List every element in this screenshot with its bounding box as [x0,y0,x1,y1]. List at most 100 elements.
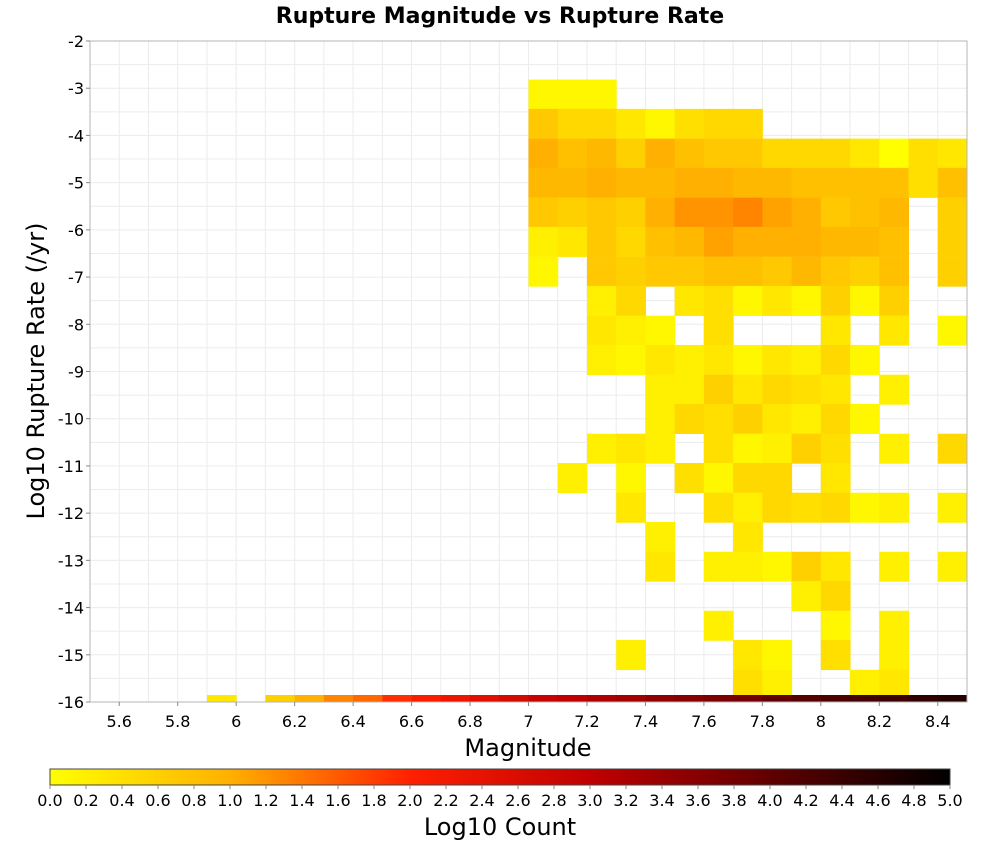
heatmap-cell [937,315,968,346]
y-tick-label: -3 [68,79,84,98]
heatmap-cell [703,138,734,169]
heatmap-cell [703,433,734,464]
heatmap-cell [645,108,676,139]
heatmap-cell [586,344,617,375]
x-tick-label: 5.8 [165,712,190,731]
heatmap-cell [850,167,880,198]
heatmap-cell [733,374,763,405]
heatmap-cell [645,433,676,464]
heatmap-cell [762,374,793,405]
heatmap-cell [557,108,588,139]
heatmap-cell [762,226,793,257]
heatmap-cell [820,138,851,169]
heatmap-cell [586,315,617,346]
heatmap-cell [879,197,910,228]
heatmap-cell [294,695,325,702]
colorbar-tick-label: 2.2 [433,791,458,810]
heatmap-cell [879,315,910,346]
colorbar-tick-label: 1.0 [217,791,242,810]
heatmap-cell [850,344,880,375]
heatmap-cell [937,256,968,287]
heatmap-cell [206,695,237,702]
heatmap-cell [762,197,793,228]
heatmap-cell [879,256,910,287]
heatmap-cell [791,433,822,464]
x-axis-label: Magnitude [464,734,591,762]
x-tick-label: 7 [523,712,533,731]
heatmap-cell [850,492,880,523]
heatmap-cell [586,197,617,228]
heatmap-cell [879,669,910,700]
x-tick-label: 7.2 [574,712,599,731]
colorbar-tick-label: 3.4 [649,791,674,810]
y-tick-label: -13 [58,551,84,570]
heatmap-cell [528,138,559,169]
heatmap-cell [703,551,734,582]
heatmap-cell [820,315,851,346]
heatmap-cell [791,138,822,169]
heatmap-cell [440,695,471,702]
heatmap-cell [703,403,734,434]
heatmap-cell [879,640,910,671]
heatmap-cell [616,344,646,375]
y-tick-label: -2 [68,32,84,51]
heatmap-cell [879,285,910,316]
x-tick-label: 5.6 [107,712,132,731]
heatmap-cell [645,695,676,702]
colorbar-tick-label: 4.2 [793,791,818,810]
x-tick-label: 6.6 [399,712,424,731]
heatmap-cell [791,695,822,702]
heatmap-cell [820,640,851,671]
colorbar-tick-label: 4.6 [865,791,890,810]
heatmap-cell [470,695,500,702]
heatmap-cell [616,315,646,346]
heatmap-cell [850,695,880,702]
x-tick-label: 6.2 [282,712,307,731]
heatmap-cell [616,197,646,228]
heatmap-cell [674,197,705,228]
heatmap-cell [674,374,705,405]
heatmap-cell [616,167,646,198]
heatmap-cell [762,138,793,169]
heatmap-cell [762,492,793,523]
heatmap-cell [528,108,559,139]
heatmap-cell [703,695,734,702]
heatmap-cell [411,695,442,702]
heatmap-cell [528,79,559,110]
x-tick-label: 7.4 [633,712,658,731]
colorbar-tick-label: 4.8 [901,791,926,810]
heatmap-cell [791,492,822,523]
heatmap-cell [879,551,910,582]
heatmap-cell [820,403,851,434]
colorbar-tick-label: 0.8 [181,791,206,810]
heatmap-cell [820,433,851,464]
heatmap-cell [528,197,559,228]
colorbar-tick-label: 3.2 [613,791,638,810]
heatmap-cell [323,695,354,702]
x-tick-label: 8.2 [867,712,892,731]
y-tick-label: -12 [58,504,84,523]
heatmap-cell [820,285,851,316]
x-tick-label: 8 [816,712,826,731]
x-tick-label: 7.8 [750,712,775,731]
heatmap-cells [206,79,968,702]
heatmap-cell [879,492,910,523]
heatmap-cell [616,695,646,702]
y-tick-label: -16 [58,693,84,712]
heatmap-cell [703,344,734,375]
heatmap-cell [499,695,529,702]
heatmap-cell [674,462,705,493]
heatmap-cell [557,695,588,702]
colorbar-tick-label: 2.6 [505,791,530,810]
heatmap-cell [879,226,910,257]
heatmap-cell [674,256,705,287]
heatmap-cell [703,315,734,346]
heatmap-cell [733,167,763,198]
heatmap-cell [762,344,793,375]
heatmap-cell [879,610,910,641]
heatmap-cell [674,167,705,198]
colorbar-ticks: 0.0 0.2 0.4 0.6 0.8 1.0 1.2 1.4 1.6 1.8 2.0 2.2 2.4 2… [37,785,963,810]
heatmap-cell [528,256,559,287]
heatmap-cell [353,695,383,702]
heatmap-cell [703,108,734,139]
